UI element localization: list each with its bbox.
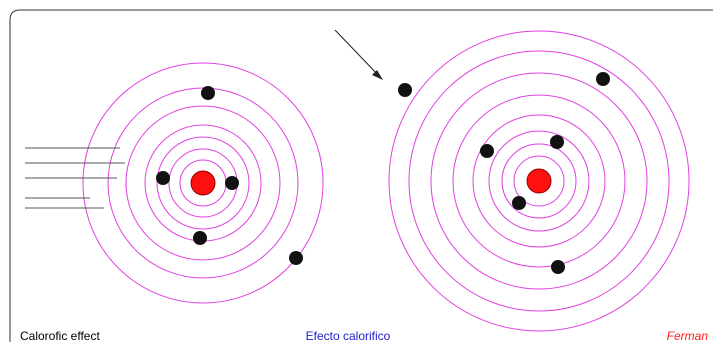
caption-left: Calorofic effect: [20, 329, 100, 342]
right-atom: [389, 31, 689, 331]
caption-center: Efecto calorifico: [306, 329, 391, 342]
caption-right: Ferman: [667, 329, 709, 342]
nucleus: [527, 169, 551, 193]
frame: [10, 10, 713, 342]
heat-rays: [25, 148, 125, 208]
left-atom: [83, 63, 323, 303]
arrow: [335, 30, 383, 80]
nucleus: [191, 171, 215, 195]
diagram: Calorofic effect Efecto calorifico Ferma…: [0, 0, 713, 342]
